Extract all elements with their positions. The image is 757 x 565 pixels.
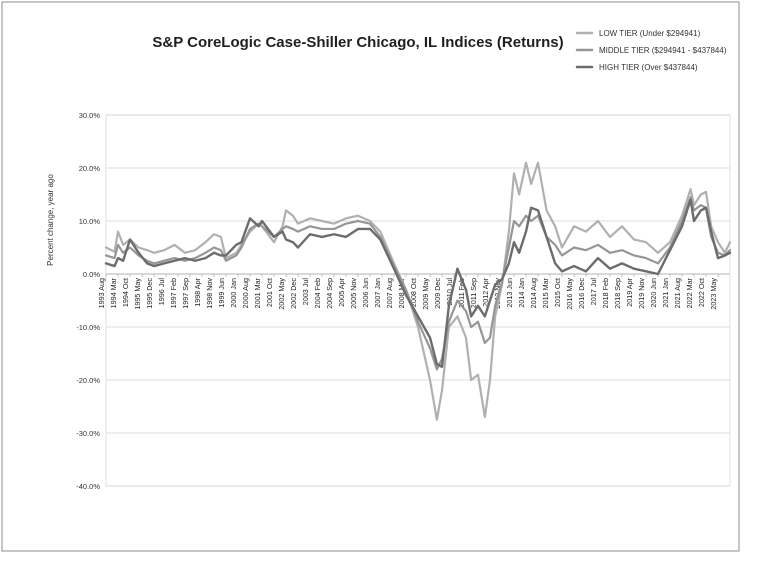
y-tick-label-40-0: -40.0% — [76, 482, 100, 491]
x-tick-label-2021-jan: 2021 Jan — [661, 278, 670, 308]
x-tick-label-2010-jul: 2010 Jul — [445, 278, 454, 306]
x-tick-label-2014-aug: 2014 Aug — [529, 278, 538, 308]
y-tick-label-0-0: 0.0% — [83, 270, 100, 279]
x-tick-label-1996-jul: 1996 Jul — [157, 278, 166, 306]
x-tick-label-1993-aug: 1993 Aug — [97, 278, 106, 308]
x-tick-label-2000-aug: 2000 Aug — [241, 278, 250, 308]
x-tick-label-2022-oct: 2022 Oct — [697, 278, 706, 307]
x-tick-label-1998-nov: 1998 Nov — [205, 278, 214, 309]
x-tick-label-2023-may: 2023 May — [709, 278, 718, 310]
x-tick-label-2008-mar: 2008 Mar — [397, 277, 406, 308]
x-tick-label-2005-nov: 2005 Nov — [349, 278, 358, 309]
x-tick-label-2013-jun: 2013 Jun — [505, 278, 514, 308]
legend-label-low-tier-under-294941: LOW TIER (Under $294941) — [599, 29, 701, 38]
y-tick-label-20-0: 20.0% — [79, 164, 101, 173]
x-tick-label-2016-may: 2016 May — [565, 278, 574, 310]
x-tick-label-2000-jan: 2000 Jan — [229, 278, 238, 308]
y-tick-label-20-0: -20.0% — [76, 376, 100, 385]
x-tick-label-2011-sep: 2011 Sep — [469, 278, 478, 308]
x-tick-label-2014-jan: 2014 Jan — [517, 278, 526, 308]
x-tick-label-2004-feb: 2004 Feb — [313, 278, 322, 308]
legend-label-high-tier-over-437844: HIGH TIER (Over $437844) — [599, 63, 698, 72]
x-tick-label-1999-jun: 1999 Jun — [217, 278, 226, 308]
x-tick-label-1997-feb: 1997 Feb — [169, 278, 178, 308]
x-tick-label-2015-mar: 2015 Mar — [541, 277, 550, 308]
x-tick-label-2020-jun: 2020 Jun — [649, 278, 658, 308]
x-tick-label-2002-dec: 2002 Dec — [289, 278, 298, 309]
x-tick-label-2006-jun: 2006 Jun — [361, 278, 370, 308]
x-tick-label-2012-apr: 2012 Apr — [481, 277, 490, 306]
y-tick-label-10-0: 10.0% — [79, 217, 101, 226]
y-tick-label-30-0: 30.0% — [79, 111, 101, 120]
series-line-high-tier-over-437844 — [104, 198, 732, 368]
series-lines — [104, 161, 732, 421]
x-tick-label-2001-mar: 2001 Mar — [253, 277, 262, 308]
legend: LOW TIER (Under $294941) MIDDLE TIER ($29… — [575, 29, 727, 72]
x-tick-label-2019-apr: 2019 Apr — [625, 277, 634, 306]
x-axis-ticks: 1993 Aug 1994 Mar 1994 Oct 1995 May 1995 Dec… — [97, 274, 719, 310]
x-tick-label-2008-oct: 2008 Oct — [409, 278, 418, 307]
x-tick-label-2018-feb: 2018 Feb — [601, 278, 610, 308]
x-tick-label-2018-sep: 2018 Sep — [613, 278, 622, 309]
y-axis-title: Percent change, year ago — [46, 174, 55, 266]
x-tick-label-2009-dec: 2009 Dec — [433, 278, 442, 309]
x-tick-label-2011-feb: 2011 Feb — [457, 278, 466, 308]
legend-label-middle-tier-294941-437844: MIDDLE TIER ($294941 - $437844) — [599, 46, 727, 55]
x-tick-label-2001-oct: 2001 Oct — [265, 278, 274, 307]
x-tick-label-2012-nov: 2012 Nov — [493, 278, 502, 309]
x-tick-label-2004-sep: 2004 Sep — [325, 278, 334, 309]
x-tick-label-2019-nov: 2019 Nov — [637, 278, 646, 309]
x-tick-label-2016-dec: 2016 Dec — [577, 278, 586, 309]
chart-border — [1, 1, 740, 552]
x-tick-label-1997-sep: 1997 Sep — [181, 278, 190, 309]
y-tick-label-30-0: -30.0% — [76, 429, 100, 438]
x-tick-label-2003-jul: 2003 Jul — [301, 278, 310, 306]
x-tick-label-1998-apr: 1998 Apr — [193, 277, 202, 306]
x-tick-label-1994-mar: 1994 Mar — [109, 277, 118, 308]
x-tick-label-2009-may: 2009 May — [421, 278, 430, 310]
x-tick-label-1994-oct: 1994 Oct — [121, 278, 130, 307]
x-tick-label-2022-mar: 2022 Mar — [685, 277, 694, 308]
x-tick-label-2015-oct: 2015 Oct — [553, 278, 562, 307]
x-tick-label-2007-aug: 2007 Aug — [385, 278, 394, 308]
x-tick-label-2007-jan: 2007 Jan — [373, 278, 382, 308]
y-axis-ticks: 30.0% 20.0% 10.0% 0.0% -10.0% -20.0% -30.0% -40… — [76, 111, 100, 491]
x-tick-label-2021-aug: 2021 Aug — [673, 278, 682, 308]
x-tick-label-1995-may: 1995 May — [133, 278, 142, 310]
x-tick-label-2005-apr: 2005 Apr — [337, 277, 346, 306]
x-tick-label-1995-dec: 1995 Dec — [145, 278, 154, 309]
series-line-middle-tier-294941-437844 — [104, 196, 732, 371]
chart-title: S&P CoreLogic Case-Shiller Chicago, IL I… — [152, 34, 563, 51]
plot-area — [105, 114, 731, 487]
x-tick-label-2002-may: 2002 May — [277, 278, 286, 310]
y-tick-label-10-0: -10.0% — [76, 323, 100, 332]
x-tick-label-2017-jul: 2017 Jul — [589, 278, 598, 306]
series-line-low-tier-under-294941 — [104, 161, 732, 421]
